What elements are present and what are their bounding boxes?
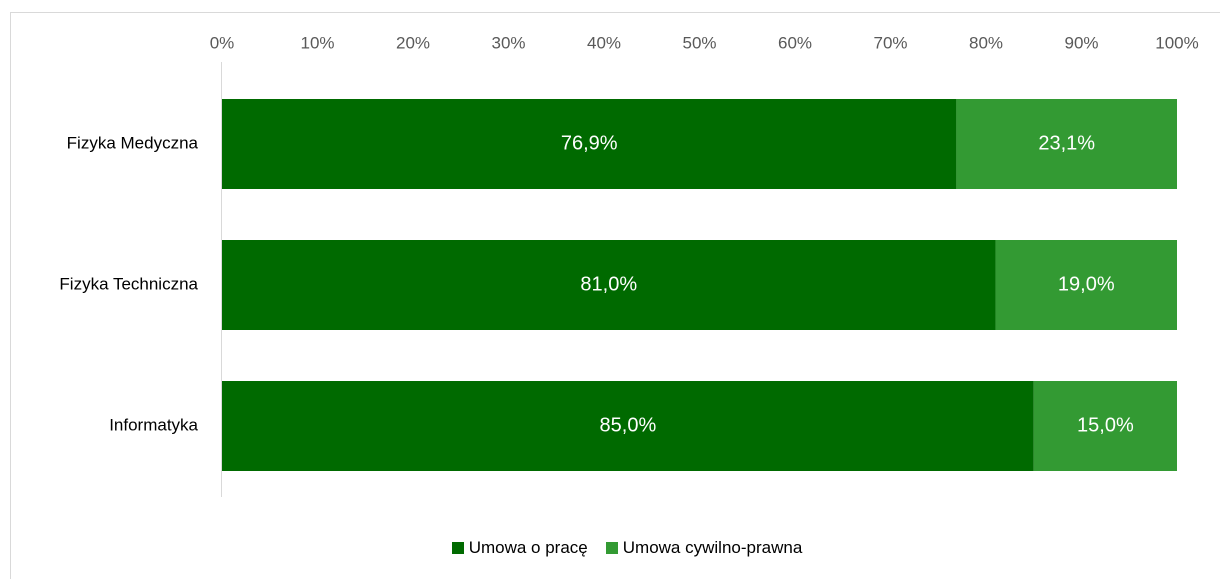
legend: Umowa o pracę Umowa cywilno-prawna — [0, 538, 1220, 558]
x-tick-label: 30% — [491, 33, 525, 52]
legend-label: Umowa cywilno-prawna — [622, 538, 803, 557]
x-tick-label: 40% — [587, 33, 621, 52]
legend-swatch — [605, 542, 618, 554]
bar-segment — [222, 240, 996, 330]
bar-segment — [222, 381, 1034, 471]
legend-label: Umowa o pracę — [468, 538, 588, 557]
data-label: 15,0% — [1077, 414, 1134, 436]
data-label: 76,9% — [561, 132, 618, 154]
x-tick-label: 60% — [778, 33, 812, 52]
legend-item: Umowa cywilno-prawna — [605, 538, 803, 558]
data-label: 23,1% — [1038, 132, 1095, 154]
x-tick-label: 100% — [1155, 33, 1198, 52]
legend-swatch — [451, 542, 464, 554]
y-tick-label: Informatyka — [109, 415, 198, 434]
legend-item: Umowa o pracę — [451, 538, 588, 558]
bar-segment — [1033, 381, 1177, 471]
data-label: 19,0% — [1058, 273, 1115, 295]
y-tick-label: Fizyka Medyczna — [67, 133, 199, 152]
data-label: 85,0% — [600, 414, 657, 436]
x-tick-label: 90% — [1064, 33, 1098, 52]
data-label: 81,0% — [580, 273, 637, 295]
bar-segment — [995, 240, 1177, 330]
bar-segment — [222, 99, 957, 189]
x-tick-label: 10% — [300, 33, 334, 52]
y-tick-label: Fizyka Techniczna — [59, 274, 198, 293]
x-tick-label: 70% — [873, 33, 907, 52]
x-tick-label: 80% — [969, 33, 1003, 52]
bar-segment — [956, 99, 1177, 189]
x-tick-label: 20% — [396, 33, 430, 52]
x-tick-label: 0% — [210, 33, 235, 52]
x-tick-label: 50% — [682, 33, 716, 52]
